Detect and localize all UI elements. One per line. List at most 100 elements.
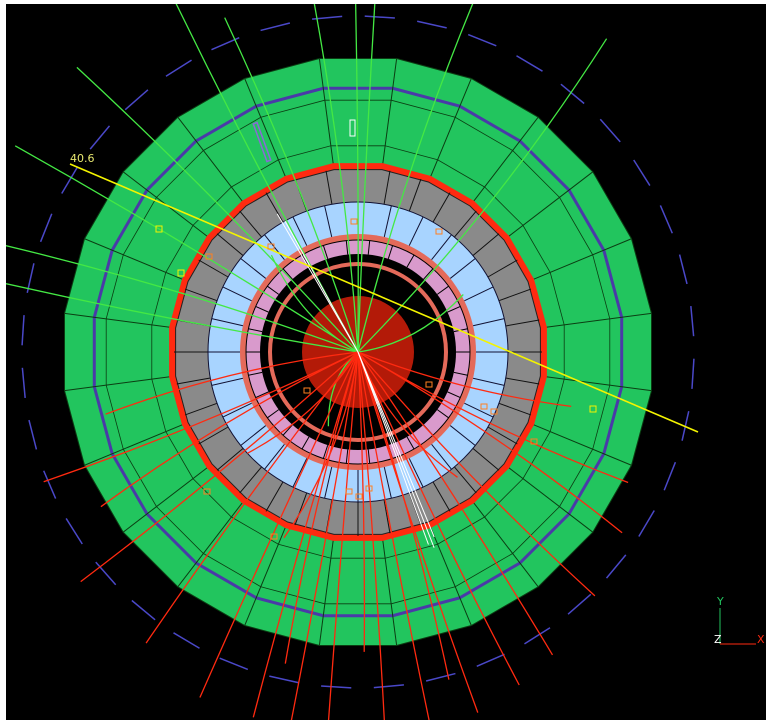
green-track [6, 245, 359, 353]
hcal-segment-line [498, 402, 532, 416]
hcal-segment-line [432, 192, 451, 223]
white-track [284, 220, 359, 353]
tracker-segment-line [447, 391, 461, 399]
energy-deposit [365, 485, 373, 492]
muon-dash [42, 470, 57, 499]
red-track [80, 351, 359, 583]
muon-sector-line [177, 498, 246, 588]
green-track [357, 4, 474, 353]
tracker-segment-line [322, 445, 329, 459]
ecal-segment-line [383, 205, 392, 238]
ecal-segment-line [324, 205, 333, 238]
red-track [105, 351, 359, 415]
muon-dash [131, 599, 156, 621]
red-track [199, 351, 359, 698]
energy-deposit [490, 408, 498, 415]
muon-dash [516, 55, 543, 72]
green-track [357, 294, 464, 353]
ecal-segment-line [408, 458, 424, 488]
energy-deposits [155, 119, 597, 540]
hcal-segment-line [184, 288, 218, 302]
muon-dash [65, 518, 83, 545]
jet-axis-line [69, 163, 699, 433]
energy-deposit [303, 387, 311, 394]
muon-sector-line [541, 312, 652, 329]
energy-deposit [480, 403, 488, 410]
green-track [6, 283, 359, 353]
hcal-segment-line [265, 192, 284, 223]
green-track [76, 66, 359, 353]
hcal-segment-line [239, 466, 262, 494]
ecal-segment-line [222, 402, 252, 418]
red-track [357, 351, 479, 713]
muon-sector-line [470, 116, 539, 206]
ecal-segment-line [464, 286, 494, 302]
red-track [357, 351, 554, 656]
tracker-segment-line [436, 285, 449, 295]
energy-deposit [355, 493, 363, 500]
hcal-segment-line [472, 233, 500, 256]
muon-sector-line [381, 58, 398, 169]
red-track [357, 351, 572, 408]
muon-sector-line [504, 171, 594, 240]
hcal-segment-line [505, 319, 540, 327]
muon-dash [467, 33, 497, 47]
muon-sector-line [64, 375, 175, 392]
muon-sector-line [528, 422, 632, 466]
y-axis-label: Y [716, 595, 724, 608]
tracker-segment-line [367, 240, 371, 255]
muon-dash [663, 461, 677, 491]
red-track [252, 351, 359, 718]
tracker-segment-line [453, 371, 468, 376]
red-track [357, 351, 385, 720]
muon-sector-line [470, 498, 539, 588]
hcal-segment-line [432, 481, 451, 512]
muon-sector-line [528, 238, 632, 282]
muon-sector-line [177, 116, 246, 206]
muon-sector-line [318, 58, 335, 169]
ecal-segment-line [408, 216, 424, 246]
muon-dash [691, 358, 695, 389]
muon-sector-line [428, 522, 472, 626]
energy-deposit [350, 218, 358, 225]
muon-dash [61, 167, 78, 194]
green-track [357, 4, 376, 353]
z-axis-label: Z [714, 633, 722, 646]
ecal-segment-line [292, 458, 308, 488]
tracker-segment-line [345, 449, 349, 464]
tracker-segment-line [255, 391, 269, 399]
muon-sector-line [541, 375, 652, 392]
tracker-segment-line [248, 371, 263, 376]
muon-dash [690, 306, 695, 337]
ecal-segment-line [264, 443, 285, 470]
muon-dash [165, 59, 192, 77]
red-track [43, 351, 359, 483]
muon-segment [252, 121, 272, 163]
muon-dash [560, 83, 585, 105]
red-track [357, 351, 520, 686]
tracker-segment-line [345, 240, 349, 255]
ecal-segment-line [383, 466, 392, 499]
hcal-segment-line [505, 377, 540, 385]
ecal-segment-line [240, 425, 267, 446]
red-track [284, 351, 359, 664]
hcal-segment-line [265, 481, 284, 512]
muon-sector-line [84, 238, 188, 282]
hcal-segment-line [454, 466, 477, 494]
ecal-segment-line [472, 377, 505, 386]
tracker-segment-line [322, 245, 329, 259]
tracker-segment-line [282, 424, 293, 436]
green-track [313, 4, 359, 353]
tracker-segment-line [423, 268, 434, 280]
hcal-segment-line [239, 210, 262, 238]
red-track [100, 351, 359, 508]
tracker-segment-line [248, 328, 263, 333]
red-track [247, 351, 359, 454]
muon-dash [124, 89, 149, 111]
muon-dash [89, 125, 111, 150]
muon-dash [28, 419, 38, 450]
muon-dash [95, 561, 117, 586]
detector-view[interactable]: 40.6 Y Z X [6, 4, 766, 720]
tracker-segment-line [267, 409, 280, 419]
ecal-segment-line [472, 318, 505, 327]
